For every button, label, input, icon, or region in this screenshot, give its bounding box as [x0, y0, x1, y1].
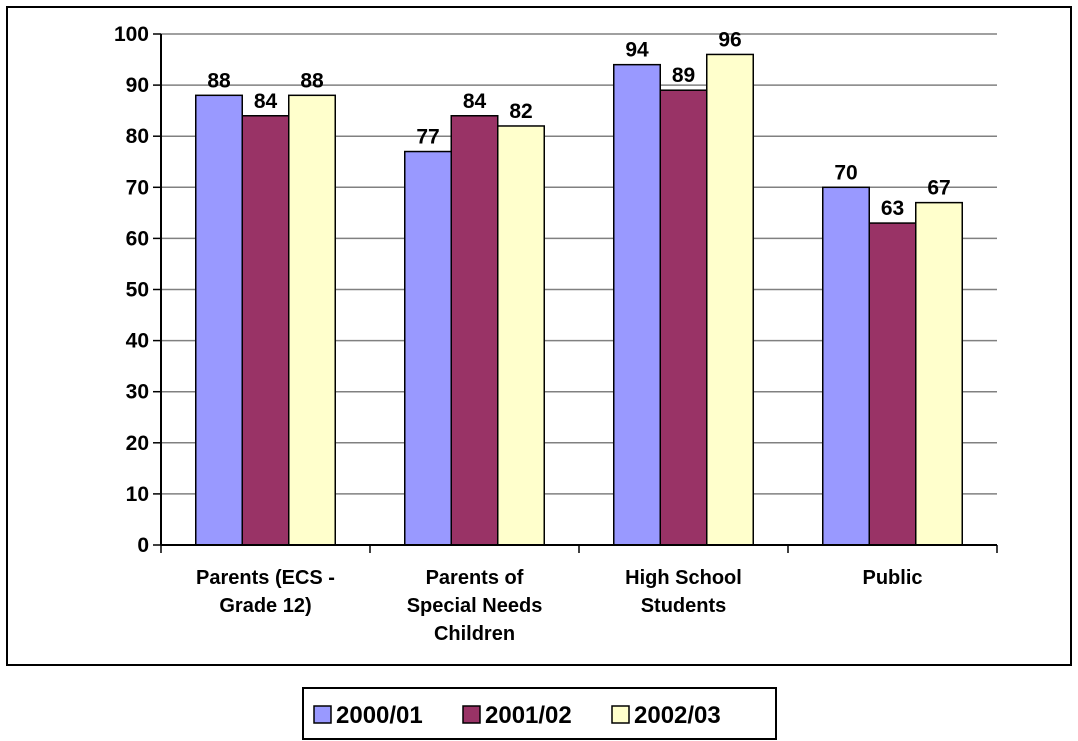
x-category-label-line: Parents of — [426, 567, 524, 589]
x-category-label-line: Special Needs — [407, 595, 543, 617]
y-tick-label: 40 — [126, 330, 149, 353]
bar — [613, 63, 661, 546]
x-category-label-line: Children — [434, 623, 515, 645]
x-axis: Parents (ECS - Grade 12) Parents of Special… — [160, 544, 998, 645]
bar — [288, 94, 336, 546]
x-category-label: Parents of Special Needs Children — [407, 567, 543, 645]
bar — [404, 150, 452, 546]
y-axis: 0 10 20 30 40 50 60 70 80 90 100 — [114, 23, 162, 557]
legend-swatch — [462, 705, 481, 724]
x-category-label: High School Students — [625, 567, 742, 617]
bar — [659, 89, 708, 546]
x-category-label: Public — [862, 567, 922, 589]
legend-box — [302, 687, 777, 740]
data-label: 84 — [463, 90, 487, 113]
data-label: 63 — [881, 197, 904, 220]
bar — [822, 186, 870, 546]
bar — [915, 201, 963, 546]
data-label: 67 — [927, 177, 950, 200]
bar — [706, 53, 754, 546]
legend-swatch — [611, 705, 630, 724]
legend-swatch — [313, 705, 332, 724]
bars — [195, 53, 963, 546]
data-label: 94 — [625, 39, 649, 62]
data-label: 89 — [672, 64, 695, 87]
data-label: 88 — [300, 69, 324, 92]
y-tick-label: 0 — [137, 534, 149, 557]
y-tick-label: 30 — [126, 381, 149, 404]
legend-label: 2001/02 — [485, 702, 572, 729]
y-tick-label: 90 — [126, 74, 149, 97]
x-category-label-line: Parents (ECS - — [196, 567, 335, 589]
y-tick-label: 80 — [126, 125, 149, 148]
x-category-label: Parents (ECS - Grade 12) — [196, 567, 335, 617]
bar — [450, 115, 499, 546]
y-tick-label: 70 — [126, 176, 149, 199]
y-tick-label: 60 — [126, 227, 149, 250]
x-category-label-line: Students — [641, 595, 727, 617]
bar — [497, 125, 545, 546]
y-tick-label: 50 — [126, 279, 149, 302]
legend: 2000/01 2001/02 2002/03 — [302, 687, 777, 740]
bar — [241, 115, 290, 546]
data-label: 84 — [254, 90, 278, 113]
legend-label: 2000/01 — [336, 702, 423, 729]
bar — [868, 222, 917, 546]
data-labels: 88 77 94 70 84 84 89 63 88 82 96 67 — [207, 28, 950, 220]
data-label: 88 — [207, 69, 231, 92]
data-label: 77 — [416, 126, 439, 149]
data-label: 96 — [718, 28, 741, 51]
y-tick-label: 100 — [114, 23, 149, 46]
x-category-label-line: High School — [625, 567, 742, 589]
y-tick-label: 10 — [126, 483, 149, 506]
x-category-label-line: Public — [862, 567, 922, 589]
y-tick-label: 20 — [126, 432, 149, 455]
data-label: 82 — [509, 100, 532, 123]
legend-label: 2002/03 — [634, 702, 721, 729]
data-label: 70 — [834, 161, 857, 184]
x-category-label-line: Grade 12) — [219, 595, 311, 617]
bar — [195, 94, 243, 546]
